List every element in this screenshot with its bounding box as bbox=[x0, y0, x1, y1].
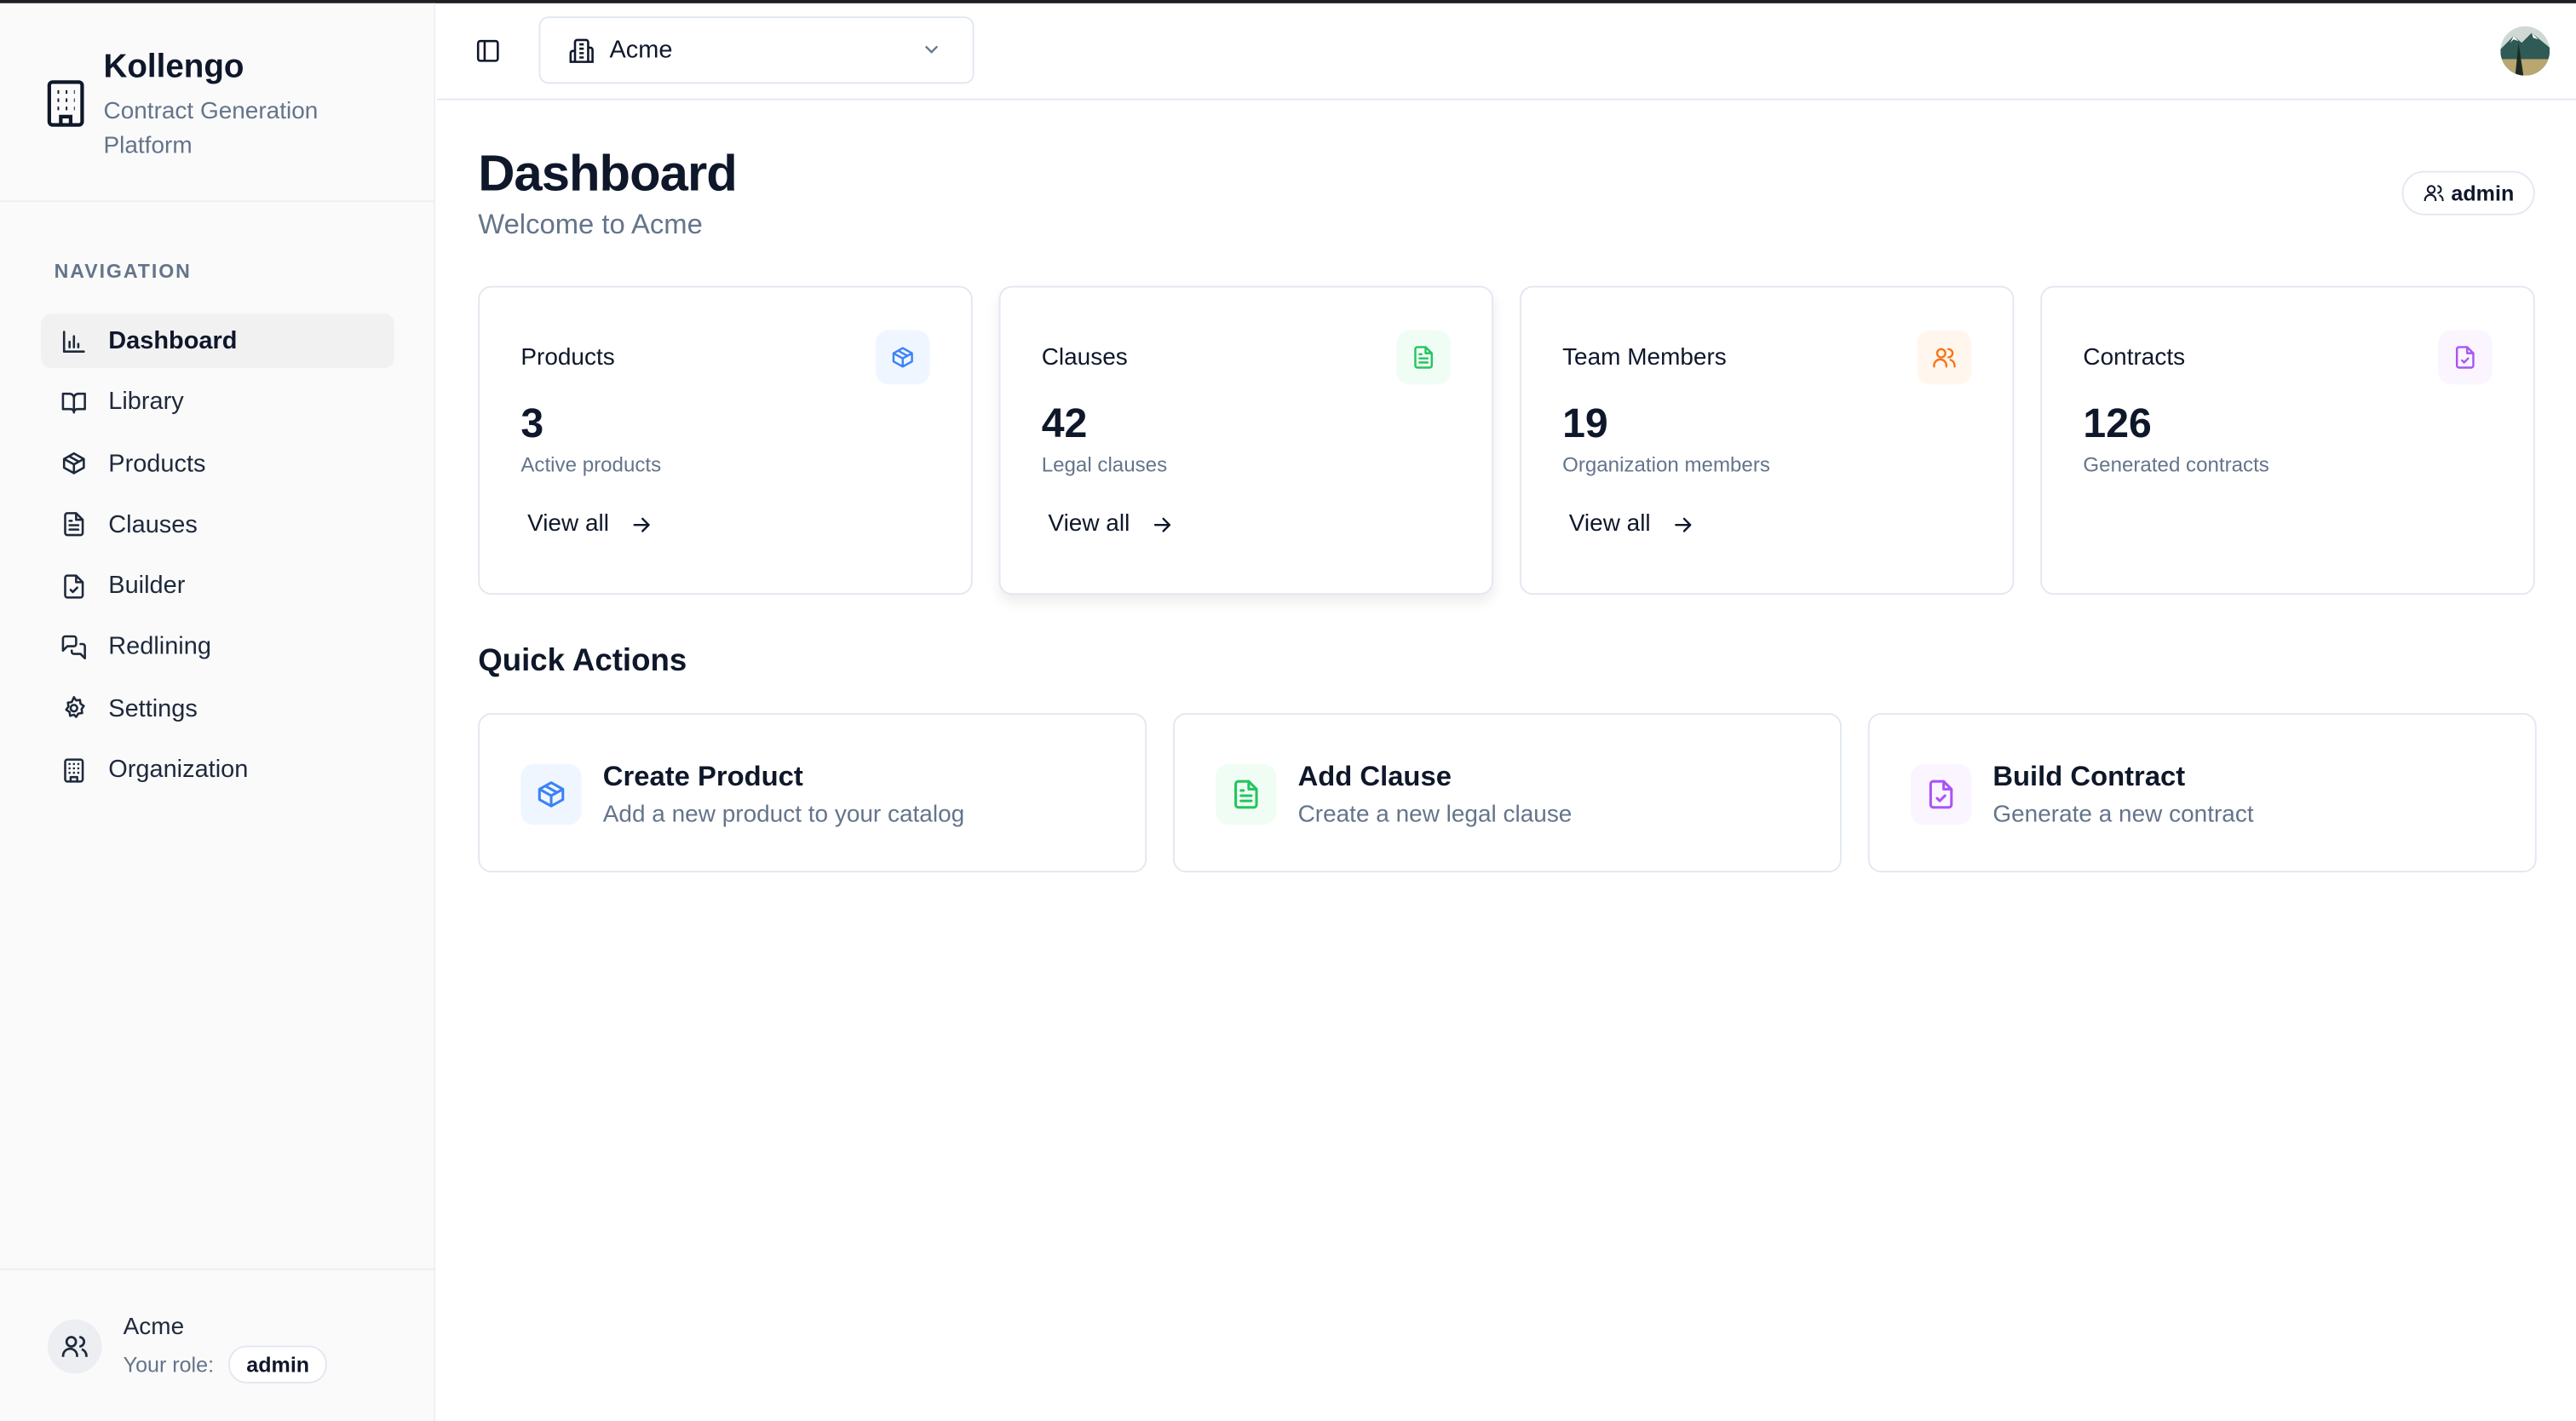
card-title: Team Members bbox=[1562, 344, 1727, 371]
quick-action-title: Create Product bbox=[602, 760, 803, 792]
gear-icon bbox=[65, 696, 85, 719]
view-all-link[interactable]: View all bbox=[1569, 511, 1695, 538]
brand: Kollengo Contract Generation Platform bbox=[0, 3, 434, 203]
file-text-icon bbox=[64, 512, 84, 538]
view-all-link[interactable]: View all bbox=[1048, 511, 1174, 538]
arrow-right-icon bbox=[1674, 516, 1691, 532]
card-value: 19 bbox=[1562, 400, 1608, 447]
quick-action-icon bbox=[520, 763, 582, 826]
stat-card-clauses: Clauses 42 Legal clauses View all bbox=[998, 285, 1494, 595]
chevron-down-icon bbox=[924, 45, 939, 54]
card-title: Clauses bbox=[1041, 344, 1128, 371]
book-open-icon bbox=[61, 392, 86, 413]
sidebar-item-label: Redlining bbox=[108, 633, 211, 662]
users-icon bbox=[1933, 348, 1956, 368]
sidebar-item-label: Dashboard bbox=[108, 326, 238, 355]
quick-action-title: Build Contract bbox=[1992, 760, 2186, 792]
bar-chart-icon bbox=[62, 330, 85, 353]
file-text-icon bbox=[1414, 346, 1433, 369]
brand-name: Kollengo bbox=[103, 49, 244, 86]
card-value: 42 bbox=[1041, 400, 1088, 447]
sidebar-item-label: Library bbox=[108, 388, 184, 417]
sidebar: Kollengo Contract Generation Platform NA… bbox=[0, 3, 436, 1421]
quick-action-title: Add Clause bbox=[1297, 760, 1452, 792]
stat-card-team-members: Team Members 19 Organization members Vie… bbox=[1519, 285, 2015, 595]
view-all-link[interactable]: View all bbox=[527, 511, 653, 538]
card-description: Active products bbox=[520, 453, 662, 477]
card-icon bbox=[1396, 330, 1451, 385]
sidebar-item-builder[interactable]: Builder bbox=[41, 559, 394, 613]
nav-label: NAVIGATION bbox=[54, 259, 192, 283]
quick-action-description: Generate a new contract bbox=[1992, 802, 2254, 828]
quick-action-add-clause[interactable]: Add Clause Create a new legal clause bbox=[1172, 712, 1842, 873]
sidebar-item-redlining[interactable]: Redlining bbox=[41, 620, 394, 675]
users-icon bbox=[61, 1336, 88, 1357]
org-avatar bbox=[47, 1319, 102, 1374]
building-icon bbox=[47, 80, 84, 127]
package-icon bbox=[892, 347, 913, 368]
view-all-label: View all bbox=[527, 510, 609, 538]
role-badge-label: admin bbox=[2451, 181, 2515, 206]
package-icon bbox=[62, 452, 85, 475]
sidebar-item-label: Organization bbox=[108, 756, 249, 785]
sidebar-item-dashboard[interactable]: Dashboard bbox=[41, 314, 394, 368]
view-all-label: View all bbox=[1568, 510, 1651, 538]
arrow-right-icon bbox=[632, 516, 650, 532]
sidebar-item-label: Settings bbox=[108, 694, 198, 723]
sidebar-footer: Acme Your role: admin bbox=[0, 1268, 436, 1421]
sidebar-item-settings[interactable]: Settings bbox=[41, 682, 394, 736]
sidebar-item-organization[interactable]: Organization bbox=[41, 743, 394, 797]
file-text-icon bbox=[1234, 780, 1258, 809]
brand-subtitle: Contract Generation Platform bbox=[103, 98, 319, 160]
card-title: Products bbox=[520, 344, 615, 371]
file-check-icon bbox=[64, 573, 84, 599]
welcome-text: Welcome to Acme bbox=[478, 208, 703, 240]
card-value: 126 bbox=[2083, 400, 2152, 447]
card-icon bbox=[875, 330, 930, 385]
quick-actions-title: Quick Actions bbox=[478, 643, 687, 679]
building-icon bbox=[569, 37, 594, 62]
card-value: 3 bbox=[520, 400, 544, 447]
sidebar-item-products[interactable]: Products bbox=[41, 436, 394, 491]
sidebar-item-label: Builder bbox=[108, 572, 186, 601]
card-icon bbox=[1917, 330, 1972, 385]
messages-icon bbox=[61, 635, 86, 659]
role-badge: admin bbox=[2401, 170, 2536, 216]
view-all-label: View all bbox=[1048, 510, 1130, 538]
card-description: Legal clauses bbox=[1041, 453, 1168, 477]
card-icon bbox=[2437, 330, 2493, 385]
quick-action-description: Add a new product to your catalog bbox=[602, 802, 965, 828]
card-description: Organization members bbox=[1562, 453, 1770, 477]
sidebar-toggle-icon[interactable] bbox=[474, 37, 501, 64]
file-check-icon bbox=[1929, 780, 1953, 809]
user-avatar[interactable] bbox=[2500, 26, 2550, 76]
quick-action-create-product[interactable]: Create Product Add a new product to your… bbox=[478, 712, 1147, 873]
footer-role-label: Your role: bbox=[123, 1352, 215, 1378]
card-title: Contracts bbox=[2083, 344, 2186, 371]
sidebar-item-label: Clauses bbox=[108, 510, 198, 539]
building-icon bbox=[64, 757, 84, 782]
topbar: Acme bbox=[436, 3, 2576, 101]
quick-action-icon bbox=[1910, 763, 1972, 826]
sidebar-item-clauses[interactable]: Clauses bbox=[41, 498, 394, 552]
org-selector[interactable]: Acme bbox=[538, 16, 975, 84]
org-selector-value: Acme bbox=[609, 36, 673, 65]
stat-card-contracts: Contracts 126 Generated contracts bbox=[2040, 285, 2535, 595]
stat-card-products: Products 3 Active products View all bbox=[478, 285, 973, 595]
page-title: Dashboard bbox=[478, 144, 738, 203]
card-description: Generated contracts bbox=[2083, 453, 2269, 477]
sidebar-item-library[interactable]: Library bbox=[41, 375, 394, 429]
quick-action-icon bbox=[1216, 763, 1277, 826]
arrow-right-icon bbox=[1153, 516, 1170, 532]
footer-org-name: Acme bbox=[123, 1314, 185, 1341]
footer-role-badge: admin bbox=[228, 1345, 328, 1384]
sidebar-item-label: Products bbox=[108, 449, 206, 478]
package-icon bbox=[538, 781, 565, 808]
sidebar-nav: Dashboard Library Products Clauses Builder Re… bbox=[41, 314, 394, 803]
file-check-icon bbox=[2455, 346, 2475, 369]
users-icon bbox=[2424, 185, 2444, 202]
quick-action-build-contract[interactable]: Build Contract Generate a new contract bbox=[1867, 712, 2537, 873]
quick-action-description: Create a new legal clause bbox=[1297, 802, 1573, 828]
